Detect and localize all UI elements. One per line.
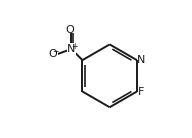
Text: O: O xyxy=(49,49,57,59)
Text: F: F xyxy=(138,87,144,97)
Text: +: + xyxy=(71,42,78,51)
Text: O: O xyxy=(66,25,75,35)
Text: −: − xyxy=(52,47,58,56)
Text: N: N xyxy=(137,55,145,65)
Text: N: N xyxy=(67,44,75,54)
